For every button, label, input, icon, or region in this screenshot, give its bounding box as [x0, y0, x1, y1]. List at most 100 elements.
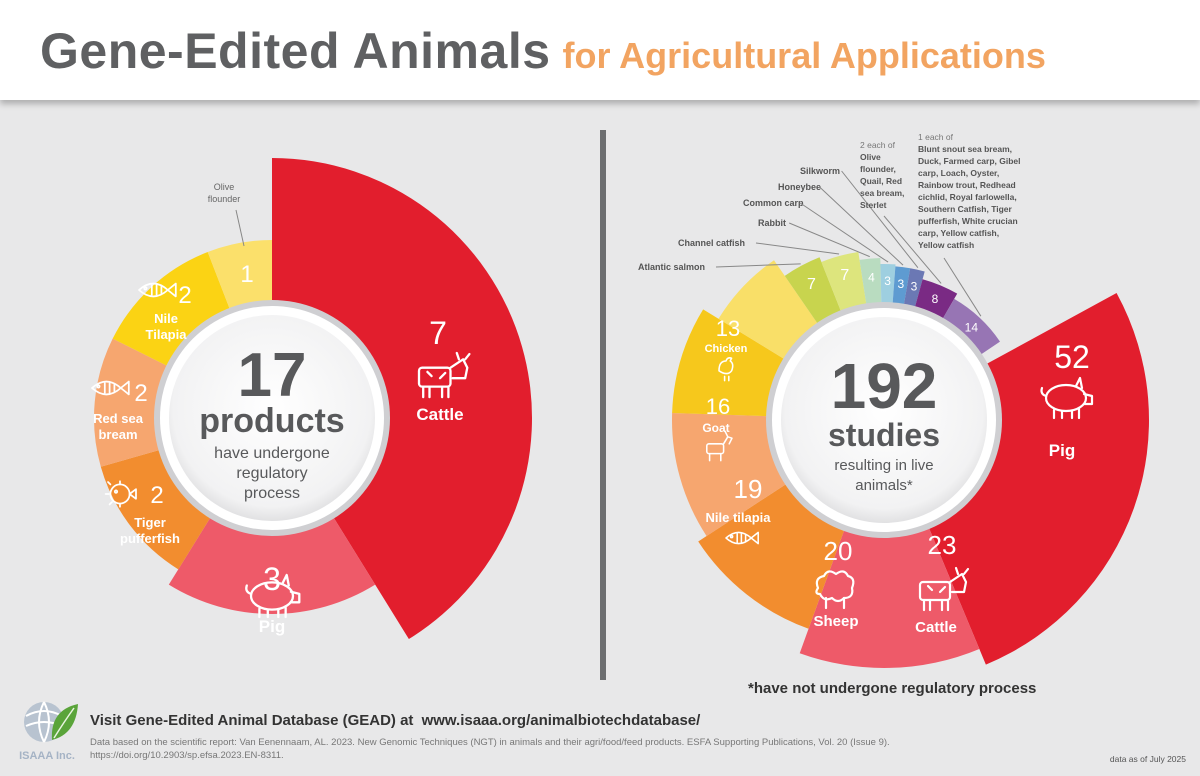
- slice-pig: [168, 513, 376, 614]
- value-pig: 3: [263, 561, 281, 597]
- center-line-3: process: [244, 485, 300, 502]
- label-nile-tilapia: Nile tilapia: [705, 510, 771, 525]
- center-disc: [169, 315, 375, 521]
- slice-atlantic-salmon: [784, 257, 843, 328]
- tilapia-icon: [725, 531, 759, 545]
- callout-honeybee: Honeybee: [778, 182, 821, 192]
- leader-honeybee: [819, 186, 904, 266]
- label-sheep: Sheep: [813, 613, 858, 630]
- visit-text: Visit Gene-Edited Animal Database (GEAD)…: [90, 712, 414, 729]
- pufferfish-icon: [104, 480, 137, 508]
- label-pig: Pig: [1049, 441, 1075, 460]
- goat-icon: [706, 430, 733, 462]
- slice-channel-catfish: [821, 251, 868, 316]
- label-nile-tilapia-0: Nile: [154, 311, 178, 326]
- label-red-sea-bream-1: bream: [98, 427, 137, 442]
- leader-atlantic-salmon: [715, 263, 801, 268]
- callout-rabbit: Rabbit: [758, 218, 786, 228]
- label-pig-0: Pig: [259, 617, 285, 636]
- slice-nile-tilapia: [112, 252, 232, 369]
- slice-honeybee: [892, 266, 911, 310]
- slice-1-each-of: [940, 298, 1000, 358]
- callout-silkworm: Silkworm: [800, 166, 840, 176]
- center-word: products: [199, 402, 344, 440]
- callout-channel-catfish: Channel catfish: [678, 238, 745, 248]
- callout-atlantic-salmon: Atlantic salmon: [638, 262, 705, 272]
- slice-nile-tilapia: [672, 412, 791, 537]
- value-cattle: 23: [928, 530, 957, 560]
- slice-common-carp: [880, 264, 896, 309]
- value-rabbit: 4: [868, 271, 875, 285]
- label-cattle: Cattle: [915, 619, 957, 636]
- sheep-icon: [815, 570, 855, 610]
- title-sub: for Agricultural Applications: [562, 35, 1046, 76]
- slice-chicken: [718, 260, 821, 362]
- slice-cattle: [799, 523, 980, 668]
- label-chicken: Chicken: [705, 343, 748, 355]
- footnote: *have not undergone regulatory process: [748, 680, 1037, 697]
- globe-leaf-icon: [24, 701, 78, 743]
- pig-icon: [1040, 376, 1094, 420]
- group-two-each-items: Olive flounder, Quail, Red sea bream, Sterle…: [860, 152, 904, 210]
- value-honeybee: 3: [897, 277, 904, 291]
- label-tiger-pufferfish-0: Tiger: [134, 515, 166, 530]
- leader-one-each: [943, 257, 982, 317]
- group-one-each-heading: 1 each of: [918, 132, 954, 142]
- callout-line: [235, 209, 245, 247]
- label-goat: Goat: [702, 421, 729, 435]
- label-nile-tilapia-1: Tilapia: [146, 327, 188, 342]
- leader-rabbit: [789, 222, 870, 258]
- group-two-each-heading: 2 each of: [860, 140, 896, 150]
- value-nile-tilapia: 2: [178, 282, 191, 309]
- center-number: 192: [831, 350, 938, 422]
- data-date: data as of July 2025: [1109, 754, 1186, 764]
- callout-olive-flounder-1: flounder: [208, 194, 241, 204]
- logo-text: ISAAA Inc.: [19, 750, 75, 762]
- value-sheep: 20: [824, 536, 853, 566]
- value-tiger-pufferfish: 2: [150, 482, 163, 509]
- slice-sheep: [698, 481, 846, 629]
- leader-common-carp: [799, 202, 889, 263]
- database-link[interactable]: www.isaaa.org/animalbiotechdatabase/: [421, 712, 701, 729]
- left-radial-chart: 1 7 products have undergone regulatory proces…: [91, 158, 533, 640]
- value-common-carp: 3: [884, 274, 891, 288]
- page-title: Gene-Edited Animals for Agricultural Appl…: [40, 22, 1046, 80]
- slice-cattle: [272, 158, 533, 640]
- cow-icon: [417, 351, 471, 399]
- value-nile-tilapia: 19: [734, 474, 763, 504]
- label-red-sea-bream-0: Red sea: [93, 411, 144, 426]
- value-olive-flounder: 1: [240, 261, 253, 288]
- value-silkworm: 3: [911, 279, 918, 293]
- value-1-each-of: 14: [965, 320, 979, 334]
- slice-tiger-pufferfish: [100, 448, 214, 570]
- panel-divider: [600, 130, 606, 680]
- slice-olive-flounder: [207, 240, 272, 314]
- group-one-each-items: Blunt snout sea bream, Duck, Farmed carp,…: [918, 144, 1021, 250]
- value-channel-catfish: 7: [840, 267, 849, 284]
- value-cattle: 7: [429, 315, 447, 351]
- source-citation: Data based on the scientific report: Van…: [90, 737, 890, 761]
- center-line-2: animals*: [855, 477, 913, 494]
- label-tiger-pufferfish-1: pufferfish: [120, 531, 180, 546]
- center-line-2: regulatory: [236, 465, 307, 482]
- leader-channel-catfish: [755, 242, 840, 255]
- callout-common-carp: Common carp: [743, 198, 804, 208]
- pig-icon: [245, 573, 301, 619]
- leader-silkworm: [841, 170, 919, 269]
- cow-icon: [918, 566, 970, 612]
- center-word: studies: [828, 417, 940, 453]
- header-bar: Gene-Edited Animals for Agricultural Appl…: [0, 0, 1200, 100]
- center-line-1: have undergone: [214, 445, 330, 462]
- chicken-icon: [718, 357, 734, 382]
- slice-silkworm: [903, 268, 925, 312]
- slice-goat: [672, 309, 789, 417]
- value-goat: 16: [706, 394, 730, 419]
- value-pig: 52: [1054, 339, 1090, 375]
- slice-pig: [927, 292, 1149, 665]
- callout-olive-flounder-0: Olive: [214, 182, 235, 192]
- slice-red-sea-bream: [94, 338, 172, 467]
- center-disc: [781, 317, 987, 523]
- value-2-each-of: 8: [932, 292, 939, 306]
- leader-two-each: [883, 215, 942, 284]
